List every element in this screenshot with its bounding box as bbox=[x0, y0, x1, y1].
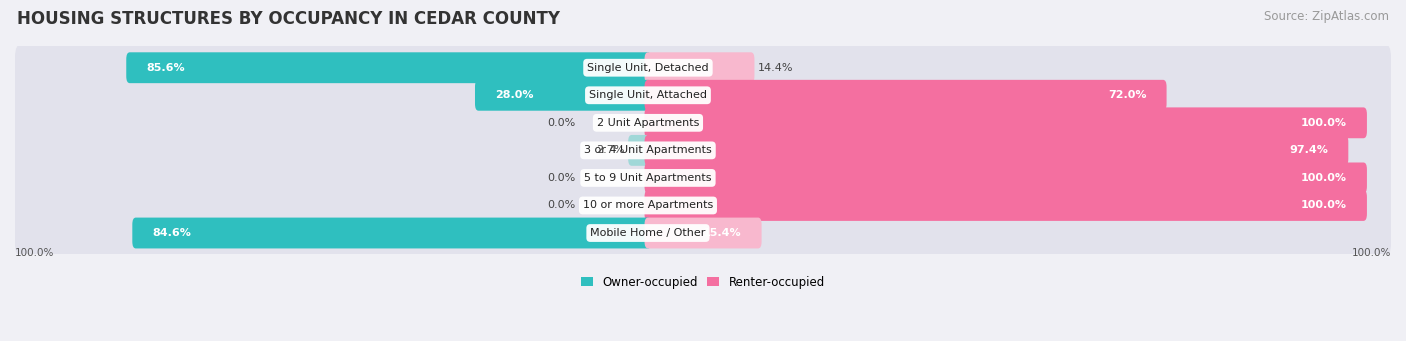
FancyBboxPatch shape bbox=[644, 135, 1348, 166]
Text: 28.0%: 28.0% bbox=[495, 90, 533, 100]
Text: 0.0%: 0.0% bbox=[547, 118, 575, 128]
FancyBboxPatch shape bbox=[15, 99, 1391, 147]
Text: 10 or more Apartments: 10 or more Apartments bbox=[583, 201, 713, 210]
Text: 5 to 9 Unit Apartments: 5 to 9 Unit Apartments bbox=[585, 173, 711, 183]
Legend: Owner-occupied, Renter-occupied: Owner-occupied, Renter-occupied bbox=[576, 271, 830, 294]
Text: 0.0%: 0.0% bbox=[547, 201, 575, 210]
Text: 84.6%: 84.6% bbox=[152, 228, 191, 238]
FancyBboxPatch shape bbox=[15, 44, 1391, 92]
FancyBboxPatch shape bbox=[644, 80, 1167, 111]
FancyBboxPatch shape bbox=[15, 71, 1391, 119]
Text: HOUSING STRUCTURES BY OCCUPANCY IN CEDAR COUNTY: HOUSING STRUCTURES BY OCCUPANCY IN CEDAR… bbox=[17, 10, 560, 28]
Text: Single Unit, Attached: Single Unit, Attached bbox=[589, 90, 707, 100]
Text: 2 Unit Apartments: 2 Unit Apartments bbox=[596, 118, 699, 128]
FancyBboxPatch shape bbox=[644, 190, 1367, 221]
FancyBboxPatch shape bbox=[475, 80, 651, 111]
Text: 100.0%: 100.0% bbox=[1351, 248, 1391, 258]
Text: Mobile Home / Other: Mobile Home / Other bbox=[591, 228, 706, 238]
Text: 2.7%: 2.7% bbox=[596, 145, 624, 155]
FancyBboxPatch shape bbox=[644, 107, 1367, 138]
Text: Source: ZipAtlas.com: Source: ZipAtlas.com bbox=[1264, 10, 1389, 23]
FancyBboxPatch shape bbox=[644, 52, 755, 83]
Text: 97.4%: 97.4% bbox=[1289, 145, 1329, 155]
FancyBboxPatch shape bbox=[15, 126, 1391, 175]
FancyBboxPatch shape bbox=[15, 181, 1391, 230]
Text: 15.4%: 15.4% bbox=[703, 228, 741, 238]
Text: 85.6%: 85.6% bbox=[146, 63, 184, 73]
FancyBboxPatch shape bbox=[644, 218, 762, 249]
Text: 0.0%: 0.0% bbox=[547, 173, 575, 183]
Text: 100.0%: 100.0% bbox=[1301, 118, 1347, 128]
Text: 14.4%: 14.4% bbox=[758, 63, 793, 73]
FancyBboxPatch shape bbox=[127, 52, 651, 83]
FancyBboxPatch shape bbox=[15, 154, 1391, 202]
Text: 72.0%: 72.0% bbox=[1108, 90, 1147, 100]
Text: 3 or 4 Unit Apartments: 3 or 4 Unit Apartments bbox=[583, 145, 711, 155]
Text: Single Unit, Detached: Single Unit, Detached bbox=[588, 63, 709, 73]
FancyBboxPatch shape bbox=[644, 163, 1367, 193]
FancyBboxPatch shape bbox=[132, 218, 651, 249]
Text: 100.0%: 100.0% bbox=[15, 248, 55, 258]
Text: 100.0%: 100.0% bbox=[1301, 201, 1347, 210]
FancyBboxPatch shape bbox=[628, 135, 651, 166]
FancyBboxPatch shape bbox=[15, 209, 1391, 257]
Text: 100.0%: 100.0% bbox=[1301, 173, 1347, 183]
